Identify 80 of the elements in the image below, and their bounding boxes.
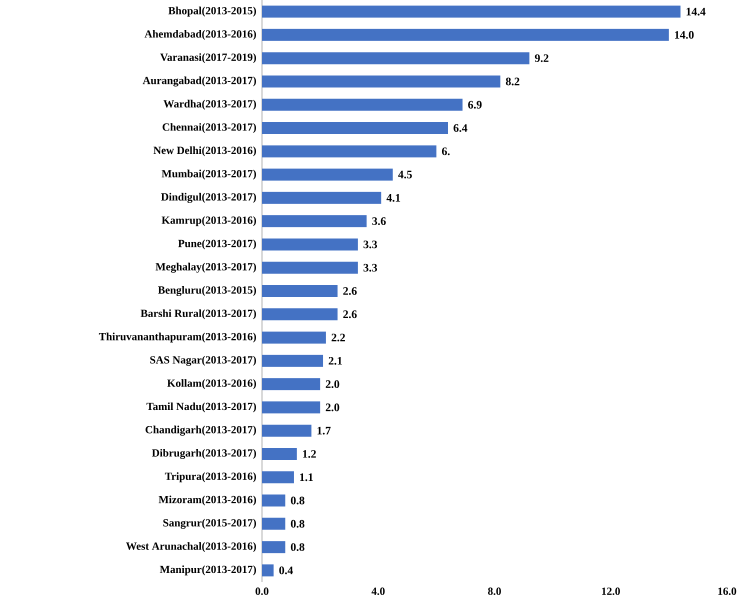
y-tick-label: Tripura(2013-2016) — [164, 472, 256, 482]
data-label: 0.4 — [279, 566, 293, 574]
y-tick-label: Bengluru(2013-2015) — [158, 286, 256, 296]
bar — [262, 75, 500, 88]
x-tick-label: 16.0 — [718, 588, 736, 595]
data-label: 14.0 — [675, 31, 694, 39]
data-label: 2.2 — [332, 334, 345, 342]
data-label: 4.1 — [386, 194, 400, 202]
data-label: 3.3 — [364, 264, 378, 272]
x-tick-label: 0.0 — [256, 588, 268, 595]
bar — [262, 192, 382, 204]
data-label: 4.5 — [398, 170, 412, 178]
data-label: 2.0 — [326, 380, 340, 388]
bar — [262, 28, 669, 41]
data-label: 6.9 — [468, 100, 482, 109]
bar — [262, 354, 324, 367]
bar — [262, 168, 393, 181]
y-tick-label: Dibrugarh(2013-2017) — [152, 448, 256, 459]
bar — [262, 448, 297, 460]
bar — [262, 518, 286, 530]
data-label: 0.8 — [290, 496, 304, 504]
data-label: 9.2 — [534, 54, 548, 62]
data-label: 14.4 — [686, 8, 706, 16]
y-tick-label: New Delhi(2013-2016) — [154, 146, 256, 156]
y-tick-label: Varanasi(2017-2019) — [160, 53, 256, 64]
y-tick-label: Thiruvananthapuram(2013-2016) — [98, 332, 256, 343]
data-label: 3.3 — [364, 240, 378, 248]
y-tick-label: Ahemdabad(2013-2016) — [144, 30, 256, 40]
y-tick-label: Pune(2013-2017) — [178, 239, 256, 250]
x-tick-label: 4.0 — [372, 588, 385, 595]
bar — [262, 564, 274, 576]
y-tick-label: Tamil Nadu(2013-2017) — [146, 402, 256, 412]
bar — [262, 98, 463, 111]
data-label: 1.1 — [300, 473, 313, 482]
y-tick-label: Kamrup(2013-2016) — [162, 216, 256, 226]
data-label: 2.6 — [343, 287, 357, 295]
bar — [262, 471, 294, 484]
y-tick-label: Mizoram(2013-2016) — [158, 496, 256, 506]
bar — [262, 285, 338, 298]
bar — [262, 262, 358, 274]
y-tick-label: Bhopal(2013-2015) — [168, 6, 256, 17]
data-label: 2.6 — [343, 310, 357, 318]
bar — [262, 424, 312, 437]
bar — [262, 215, 367, 228]
y-tick-label: Aurangabad(2013-2017) — [142, 76, 256, 86]
data-label: 0.8 — [290, 520, 304, 528]
bar — [262, 52, 530, 64]
x-tick-label: 12.0 — [602, 588, 620, 595]
y-tick-label: Mumbai(2013-2017) — [162, 170, 256, 180]
bar — [262, 145, 436, 158]
data-label: 2.0 — [326, 404, 340, 412]
y-tick-label: Kollam(2013-2016) — [167, 379, 256, 390]
data-label: 8.2 — [506, 78, 520, 86]
x-tick-label: 8.0 — [488, 588, 501, 595]
y-tick-label: Meghalay(2013-2017) — [156, 262, 256, 273]
bar — [262, 401, 320, 414]
y-tick-label: Barshi Rural(2013-2017) — [140, 309, 256, 320]
bar — [262, 378, 320, 390]
bar — [262, 238, 358, 250]
bar — [262, 332, 326, 344]
data-label: 2.1 — [328, 356, 342, 365]
bar — [262, 308, 338, 320]
bar — [262, 494, 286, 507]
y-tick-label: SAS Nagar(2013-2017) — [150, 356, 256, 366]
data-label: 6. — [442, 147, 450, 156]
data-label: 6.4 — [454, 124, 468, 132]
y-tick-label: West Arunachal(2013-2016) — [126, 542, 256, 552]
data-label: 0.8 — [290, 543, 304, 551]
y-tick-label: Chandigarh(2013-2017) — [146, 426, 256, 436]
y-tick-label: Dindigul(2013-2017) — [161, 192, 256, 203]
y-tick-label: Sangrur(2015-2017) — [163, 518, 256, 529]
bar — [262, 122, 448, 134]
y-tick-label: Manipur(2013-2017) — [160, 565, 256, 576]
data-label: 3.6 — [372, 217, 386, 226]
bar — [262, 6, 681, 18]
data-label: 1.2 — [303, 450, 316, 458]
y-tick-label: Chennai(2013-2017) — [162, 123, 256, 134]
data-label: 1.7 — [318, 426, 331, 435]
bar — [262, 541, 286, 554]
y-tick-label: Wardha(2013-2017) — [163, 100, 256, 110]
